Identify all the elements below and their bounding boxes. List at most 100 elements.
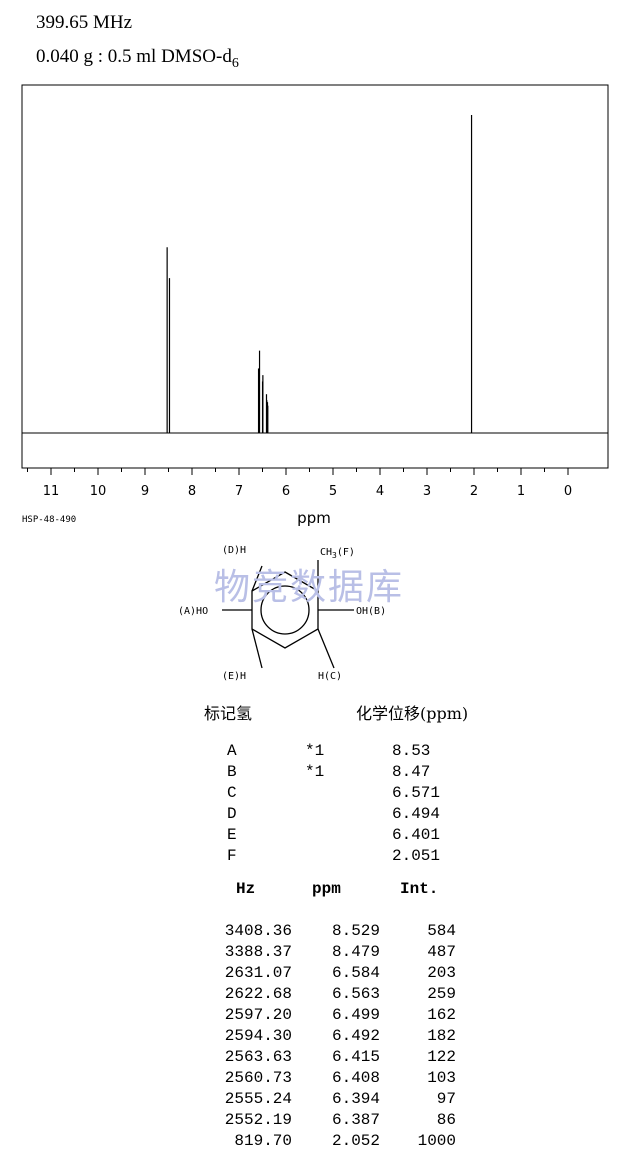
peak-ppm: 8.529 [331, 921, 380, 940]
peak-hz: 2631.07 [224, 963, 292, 982]
peak-row: 2597.20 6.499 162 [200, 1004, 456, 1025]
assignment-table: A *1 8.53 B *1 8.47 C 6.571 D 6.494 E 6.401 F 2.051 [218, 740, 440, 866]
peak-row: 2552.19 6.387 86 [200, 1109, 456, 1130]
benzene-ring [222, 560, 354, 669]
peak-int: 103 [427, 1068, 456, 1087]
peak-hz: 2560.73 [224, 1068, 292, 1087]
label-b-hydroxyl: OH(B) [356, 606, 386, 617]
assignment-row: A *1 8.53 [218, 740, 440, 761]
peak-ppm: 6.415 [331, 1047, 380, 1066]
assignment-row: D 6.494 [218, 803, 440, 824]
peak-header-hz: Hz [236, 880, 256, 898]
tick-label-7: 7 [235, 484, 243, 499]
tick-label-8: 8 [188, 484, 196, 499]
peak-ppm: 6.563 [331, 984, 380, 1003]
label-a-hydroxyl: (A)HO [178, 606, 208, 617]
peak-row: 2594.30 6.492 182 [200, 1025, 456, 1046]
peak-hz: 3388.37 [224, 942, 292, 961]
tick-label-1: 1 [517, 484, 525, 499]
peak-hz: 2552.19 [224, 1110, 292, 1129]
assignment-row: B *1 8.47 [218, 761, 440, 782]
assignment-note [305, 845, 392, 866]
assignment-label: F [227, 846, 237, 865]
assignment-shift: 6.401 [392, 825, 441, 844]
label-c-hydrogen: H(C) [318, 671, 342, 682]
label-d-hydrogen: (D)H [222, 545, 246, 556]
tick-label-2: 2 [470, 484, 478, 499]
peak-row: 2560.73 6.408 103 [200, 1067, 456, 1088]
assignment-note [305, 824, 392, 845]
solvent-subscript: 6 [231, 55, 239, 71]
peak-hz: 819.70 [234, 1131, 292, 1150]
tick-label-6: 6 [282, 484, 290, 499]
assignment-shift: 8.47 [392, 762, 431, 781]
peak-ppm: 6.584 [331, 963, 380, 982]
nmr-spectrum-chart: 11 10 9 8 7 6 5 4 3 2 1 0 ppm [21, 84, 609, 527]
assignment-shift: 8.53 [392, 741, 431, 760]
peak-ppm: 8.479 [331, 942, 380, 961]
peak-int: 182 [427, 1026, 456, 1045]
assign-header-shift: 化学位移(ppm) [356, 704, 469, 723]
peak-row: 2631.07 6.584 203 [200, 962, 456, 983]
molecule-structure: (D)H CH3(F) (A)HO OH(B) (E)H H(C) [178, 545, 386, 682]
peak-int: 487 [427, 942, 456, 961]
watermark: 物竞数据库 [214, 567, 405, 608]
peak-row: 3388.37 8.479 487 [200, 941, 456, 962]
peak-int: 259 [427, 984, 456, 1003]
spectrometer-frequency: 399.65 MHz [36, 12, 133, 33]
assignment-label: C [227, 783, 237, 802]
peak-row: 2555.24 6.394 97 [200, 1088, 456, 1109]
peak-row: 819.70 2.052 1000 [200, 1130, 456, 1151]
solvent-text: 0.040 g : 0.5 ml DMSO-d [36, 46, 232, 67]
peak-lines [166, 115, 473, 433]
peak-row: 3408.36 8.529 584 [200, 920, 456, 941]
assignment-row: F 2.051 [218, 845, 440, 866]
sample-solvent: 0.040 g : 0.5 ml DMSO-d6 [36, 46, 239, 72]
peak-hz: 2622.68 [224, 984, 292, 1003]
tick-label-0: 0 [564, 484, 572, 499]
assignment-row: E 6.401 [218, 824, 440, 845]
tick-label-10: 10 [90, 484, 107, 499]
peak-row: 2622.68 6.563 259 [200, 983, 456, 1004]
peak-int: 122 [427, 1047, 456, 1066]
label-f-ch: CH [320, 547, 332, 558]
label-f-methyl: CH3(F) [320, 547, 355, 560]
spectrum-code: HSP-48-490 [22, 515, 77, 525]
assignment-note: *1 [305, 741, 325, 760]
peak-hz: 2594.30 [224, 1026, 292, 1045]
assign-header-label: 标记氢 [204, 704, 253, 723]
peak-hz: 2563.63 [224, 1047, 292, 1066]
peak-int: 162 [427, 1005, 456, 1024]
assignment-shift: 2.051 [392, 846, 441, 865]
label-f-tag: (F) [337, 547, 355, 558]
assignment-label: A [227, 741, 237, 760]
tick-label-5: 5 [329, 484, 337, 499]
peak-hz: 3408.36 [224, 921, 292, 940]
peak-int: 86 [436, 1110, 456, 1129]
peak-int: 97 [436, 1089, 456, 1108]
peak-ppm: 2.052 [331, 1131, 380, 1150]
peak-ppm: 6.499 [331, 1005, 380, 1024]
label-e-hydrogen: (E)H [222, 671, 246, 682]
assignment-label: B [227, 762, 237, 781]
assignment-row: C 6.571 [218, 782, 440, 803]
x-axis-label: ppm [297, 509, 331, 527]
peak-ppm: 6.492 [331, 1026, 380, 1045]
peak-ppm: 6.408 [331, 1068, 380, 1087]
assignment-note [305, 803, 392, 824]
assignment-shift: 6.571 [392, 783, 441, 802]
peak-int: 584 [427, 921, 456, 940]
peak-table: 3408.36 8.529 584 3388.37 8.479 487 2631.07 6.5… [200, 920, 456, 1151]
assignment-label: D [227, 804, 237, 823]
tick-label-11: 11 [43, 484, 60, 499]
peak-ppm: 6.387 [331, 1110, 380, 1129]
peak-header-ppm: ppm [312, 880, 341, 898]
tick-label-3: 3 [423, 484, 431, 499]
peak-int: 203 [427, 963, 456, 982]
assignment-note: *1 [305, 762, 325, 781]
label-f-subscript: 3 [332, 551, 337, 560]
peak-hz: 2597.20 [224, 1005, 292, 1024]
assignment-note [305, 782, 392, 803]
peak-row: 2563.63 6.415 122 [200, 1046, 456, 1067]
peak-ppm: 6.394 [331, 1089, 380, 1108]
